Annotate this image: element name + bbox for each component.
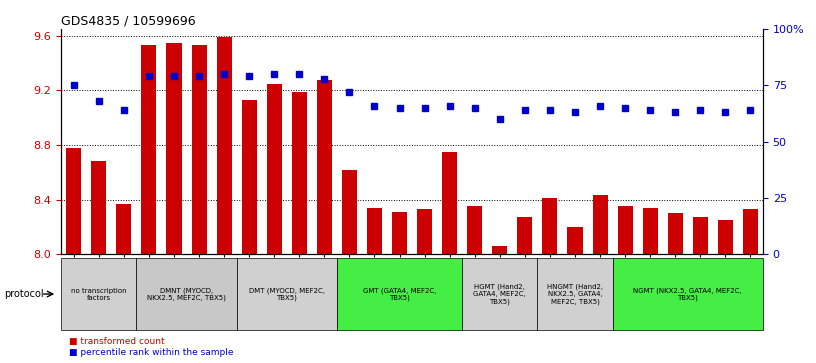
Text: protocol: protocol: [4, 289, 44, 299]
Text: HGMT (Hand2,
GATA4, MEF2C,
TBX5): HGMT (Hand2, GATA4, MEF2C, TBX5): [473, 284, 526, 305]
Text: NGMT (NKX2.5, GATA4, MEF2C,
TBX5): NGMT (NKX2.5, GATA4, MEF2C, TBX5): [633, 287, 742, 301]
Bar: [667, 213, 683, 254]
Bar: [216, 37, 232, 254]
Bar: [468, 206, 482, 254]
Bar: [317, 79, 332, 254]
Text: GDS4835 / 10599696: GDS4835 / 10599696: [61, 15, 196, 28]
Bar: [91, 161, 106, 254]
Text: ■ percentile rank within the sample: ■ percentile rank within the sample: [69, 348, 234, 356]
Text: no transcription
factors: no transcription factors: [71, 287, 126, 301]
Bar: [543, 198, 557, 254]
Bar: [66, 148, 82, 254]
Bar: [342, 170, 357, 254]
Text: GMT (GATA4, MEF2C,
TBX5): GMT (GATA4, MEF2C, TBX5): [363, 287, 437, 301]
Bar: [117, 204, 131, 254]
Bar: [417, 209, 432, 254]
Bar: [567, 227, 583, 254]
Bar: [166, 43, 181, 254]
Bar: [743, 209, 758, 254]
Bar: [141, 45, 157, 254]
Bar: [192, 45, 206, 254]
Bar: [592, 195, 608, 254]
Bar: [292, 92, 307, 254]
Bar: [643, 208, 658, 254]
Bar: [693, 217, 707, 254]
Text: ■ transformed count: ■ transformed count: [69, 337, 165, 346]
Bar: [517, 217, 532, 254]
Text: DMNT (MYOCD,
NKX2.5, MEF2C, TBX5): DMNT (MYOCD, NKX2.5, MEF2C, TBX5): [147, 287, 226, 301]
Bar: [367, 208, 382, 254]
Text: HNGMT (Hand2,
NKX2.5, GATA4,
MEF2C, TBX5): HNGMT (Hand2, NKX2.5, GATA4, MEF2C, TBX5…: [547, 284, 603, 305]
Bar: [492, 246, 508, 254]
Bar: [618, 206, 632, 254]
Bar: [242, 100, 257, 254]
Text: DMT (MYOCD, MEF2C,
TBX5): DMT (MYOCD, MEF2C, TBX5): [249, 287, 325, 301]
Bar: [718, 220, 733, 254]
Bar: [267, 83, 282, 254]
Bar: [442, 152, 457, 254]
Bar: [392, 212, 407, 254]
